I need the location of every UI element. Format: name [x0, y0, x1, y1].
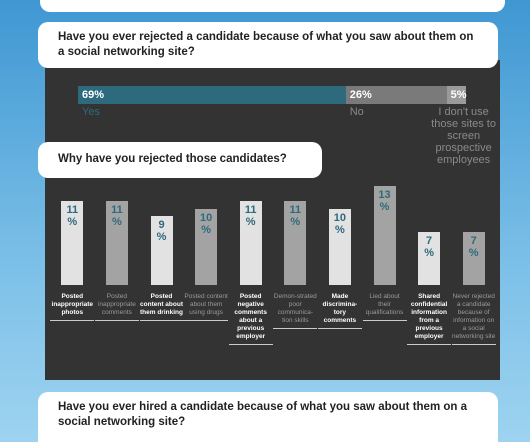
bar — [195, 208, 218, 285]
question-box: Have you ever rejected a candidate becau… — [38, 22, 498, 68]
bar-segment: 26% — [345, 86, 447, 104]
bar — [105, 201, 128, 285]
x-tick-label: Posted negative comments about a previou… — [228, 293, 273, 345]
bar — [418, 231, 441, 285]
category-label: Yes — [82, 106, 100, 118]
value-label: 11 % — [66, 204, 79, 229]
bar — [284, 201, 307, 285]
bar — [239, 201, 262, 285]
question-box: Have you ever hired a candidate because … — [38, 392, 498, 442]
value-label: 11 % — [244, 204, 257, 229]
bar-segment: 69% — [78, 86, 346, 104]
value-label: 10 % — [333, 211, 347, 236]
value-label: 11 % — [111, 204, 123, 229]
value-label: 9 % — [156, 219, 167, 244]
x-tick-label: Posted inappropriate comments — [94, 293, 139, 321]
x-tick-label: Posted content about them using drugs — [184, 293, 229, 321]
bar — [462, 231, 485, 285]
x-tick-label: Posted content about them drinking — [139, 293, 184, 321]
x-tick-label: Demon-strated poor communica-tion skills — [273, 293, 318, 329]
value-label: 7 % — [424, 234, 434, 259]
bar — [328, 208, 351, 285]
x-tick-label: Posted inappropriate photos — [50, 293, 95, 321]
value-label: 13 % — [378, 189, 391, 213]
value-label: 10 % — [199, 211, 213, 236]
x-tick-label: Lied about their qualifications — [362, 293, 407, 321]
bar-segment: 5% — [446, 86, 467, 104]
value-label: 7 % — [468, 234, 479, 259]
question-box: Why have you rejected those candidates? — [38, 142, 322, 178]
x-tick-label: Never rejected a candidate because of in… — [451, 293, 496, 345]
category-label: I don't use those sites to screen prospe… — [431, 106, 496, 166]
top-box — [40, 0, 505, 12]
bar — [61, 201, 84, 285]
category-label: No — [349, 106, 364, 118]
value-label: 11 % — [289, 204, 302, 229]
bar — [373, 186, 396, 285]
bar — [150, 216, 173, 285]
x-tick-label: Made discrimina-tory comments — [317, 293, 362, 329]
x-tick-label: Shared confidential information from a p… — [407, 293, 452, 345]
